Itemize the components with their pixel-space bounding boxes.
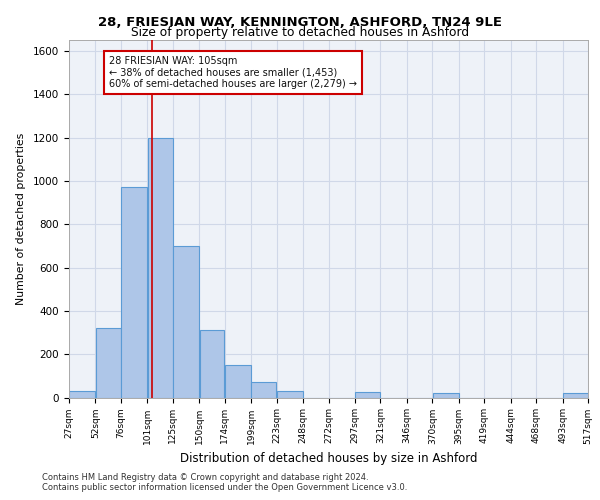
Bar	[225, 365, 251, 398]
Bar	[200, 330, 224, 398]
Bar	[563, 393, 588, 398]
Bar	[251, 382, 277, 398]
Bar	[69, 391, 95, 398]
Bar	[121, 188, 147, 398]
Text: Contains HM Land Registry data © Crown copyright and database right 2024.
Contai: Contains HM Land Registry data © Crown c…	[42, 473, 407, 492]
X-axis label: Distribution of detached houses by size in Ashford: Distribution of detached houses by size …	[180, 452, 477, 465]
Bar	[277, 391, 303, 398]
Y-axis label: Number of detached properties: Number of detached properties	[16, 132, 26, 305]
Bar	[433, 393, 458, 398]
Text: Size of property relative to detached houses in Ashford: Size of property relative to detached ho…	[131, 26, 469, 39]
Text: 28 FRIESIAN WAY: 105sqm
← 38% of detached houses are smaller (1,453)
60% of semi: 28 FRIESIAN WAY: 105sqm ← 38% of detache…	[109, 56, 357, 89]
Bar	[148, 138, 173, 398]
Text: 28, FRIESIAN WAY, KENNINGTON, ASHFORD, TN24 9LE: 28, FRIESIAN WAY, KENNINGTON, ASHFORD, T…	[98, 16, 502, 29]
Bar	[355, 392, 380, 398]
Bar	[96, 328, 121, 398]
Bar	[173, 246, 199, 398]
